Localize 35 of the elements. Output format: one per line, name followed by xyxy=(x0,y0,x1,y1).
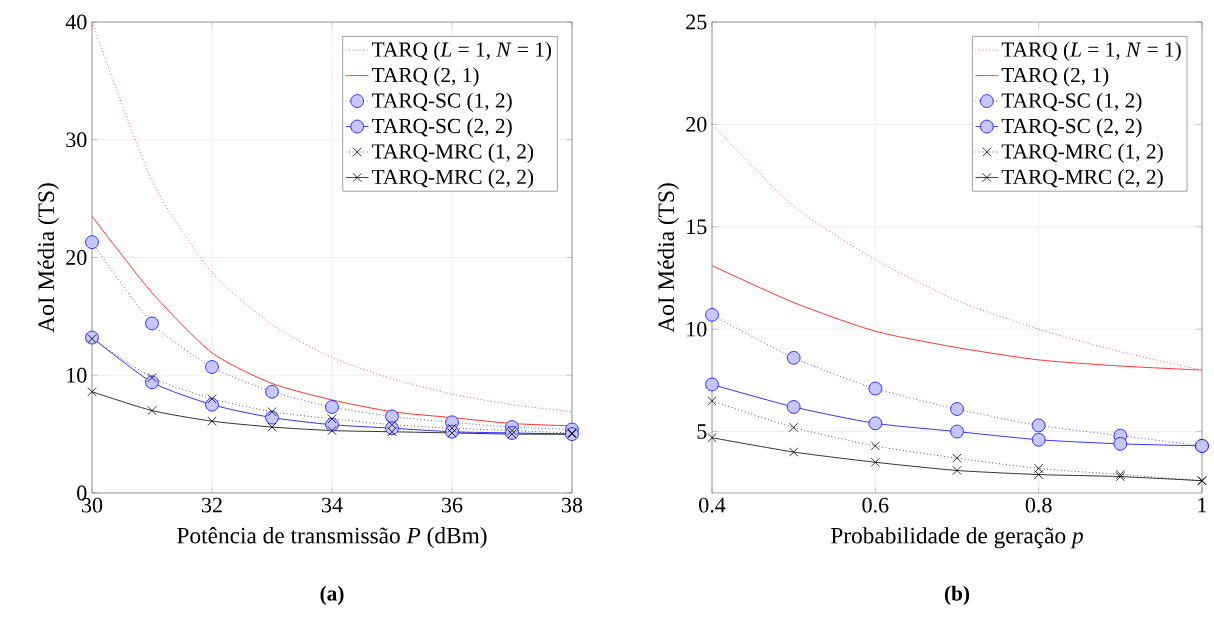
y-axis-title: AoI Média (TS) xyxy=(37,183,59,333)
y-tick-label: 40 xyxy=(65,14,87,30)
legend-label: TARQ-MRC (2, 2) xyxy=(1001,169,1163,189)
x-tick-label: 36 xyxy=(442,497,463,513)
y-tick-label: 30 xyxy=(66,132,87,148)
legend-label: TARQ-SC (1, 2) xyxy=(1001,92,1142,112)
legend-label: TARQ-MRC (1, 2) xyxy=(372,143,534,163)
y-axis-title: AoI Média (TS) xyxy=(657,183,679,333)
legend-label: TARQ-SC (2, 2) xyxy=(1001,118,1142,138)
x-tick-label: 1 xyxy=(1198,497,1207,513)
x-tick-label: 32 xyxy=(202,497,222,513)
x-tick-label: 0.8 xyxy=(1025,497,1052,513)
legend-label: TARQ (L = 1, N = 1) xyxy=(372,41,552,62)
y-tick-label: 20 xyxy=(66,250,87,265)
legend-label: TARQ-SC (1, 2) xyxy=(372,92,512,112)
x-tick-label: 38 xyxy=(562,497,583,513)
text: (a) xyxy=(320,585,344,606)
x-tick-label: 0.6 xyxy=(862,497,889,513)
text: (b) xyxy=(944,585,970,606)
x-axis-title: Probabilidade de geração p xyxy=(831,527,1083,549)
legend-label: TARQ (L = 1, N = 1) xyxy=(1001,41,1181,62)
y-tick-label: 5 xyxy=(697,424,707,439)
y-tick-label: 10 xyxy=(687,321,707,337)
legend-label: TARQ-MRC (2, 2) xyxy=(372,169,534,189)
y-tick-label: 20 xyxy=(686,116,707,132)
x-tick-label: 0.4 xyxy=(699,497,726,513)
y-tick-label: 25 xyxy=(686,14,707,30)
x-axis-title: Potência de transmissão P (dBm) xyxy=(177,527,487,549)
legend-label: TARQ-MRC (1, 2) xyxy=(1001,143,1163,163)
y-tick-label: 10 xyxy=(67,367,87,383)
legend-label: TARQ (2, 1) xyxy=(1001,67,1109,87)
legend-label: TARQ-SC (2, 2) xyxy=(372,118,512,138)
legend-label: TARQ (2, 1) xyxy=(372,67,479,87)
y-tick-label: 15 xyxy=(687,219,707,235)
x-tick-label: 34 xyxy=(322,497,343,513)
